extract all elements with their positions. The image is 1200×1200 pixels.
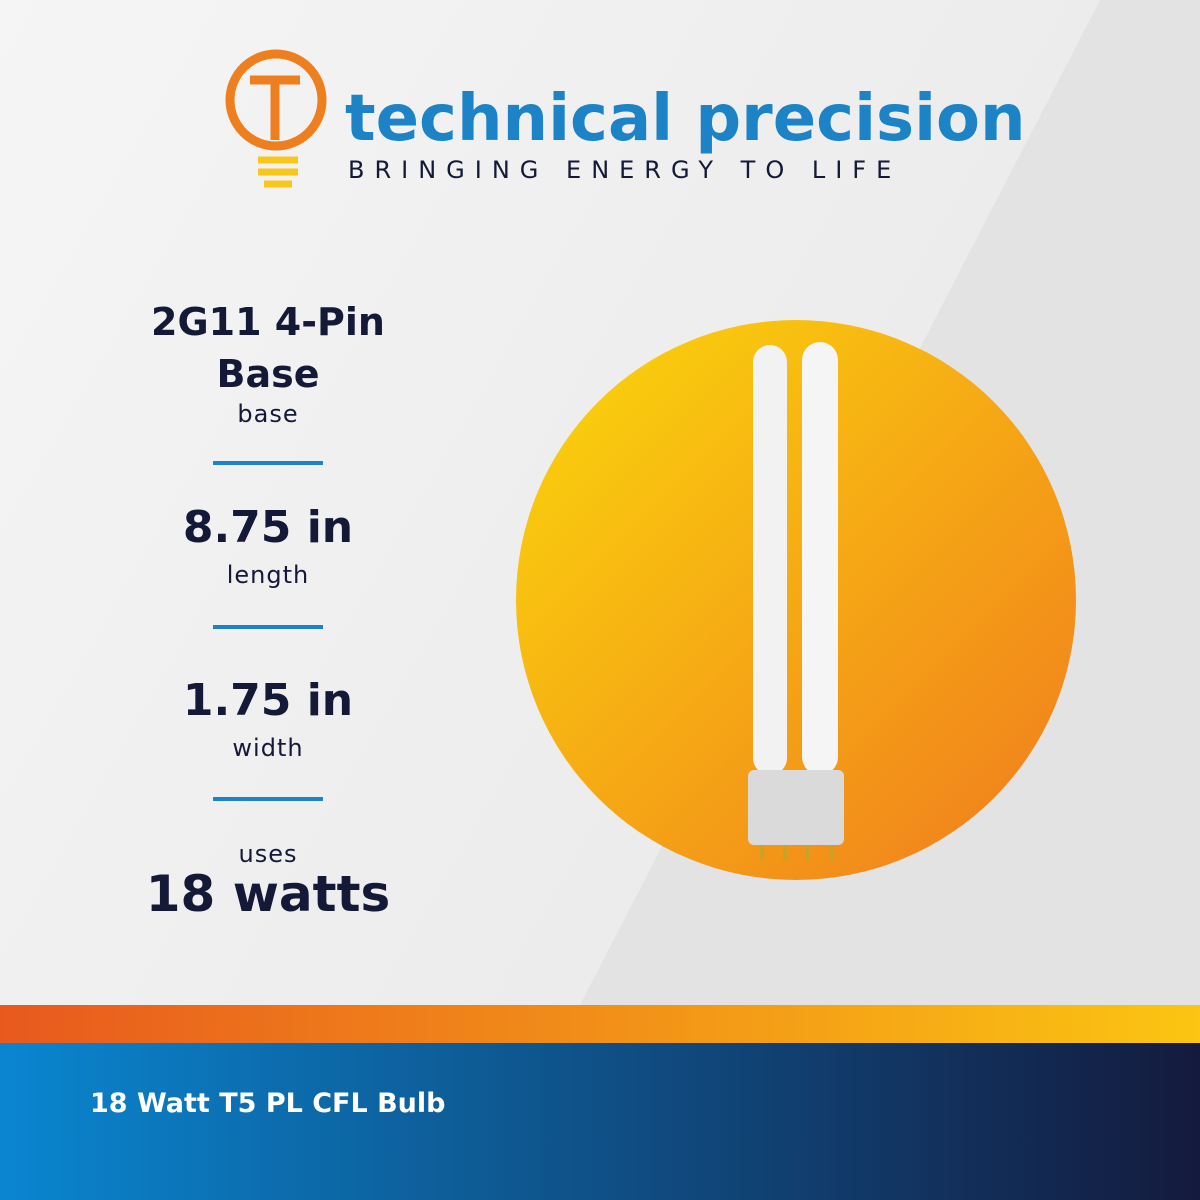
sun-circle (516, 320, 1076, 880)
tube (802, 342, 838, 775)
separator (213, 461, 323, 465)
spec-value: 2G11 4-Pin Base (151, 300, 385, 396)
spec-label: length (226, 561, 310, 589)
spec-value: 8.75 in (182, 502, 354, 553)
brand-name: technical precision (345, 82, 1026, 156)
separator (213, 797, 323, 801)
spec-value: 1.75 in (182, 675, 354, 726)
spec-label: base (237, 400, 299, 428)
bulb-base (748, 770, 844, 845)
tube (753, 345, 787, 775)
logo (225, 49, 327, 151)
footer-band (0, 1043, 1200, 1200)
spec-label: uses (238, 840, 298, 868)
separator (213, 625, 323, 629)
footer-title: 18 Watt T5 PL CFL Bulb (90, 1088, 446, 1119)
orange-band (0, 1005, 1200, 1043)
spec-value: 18 watts (145, 865, 391, 923)
spec-label: width (232, 734, 304, 762)
tagline: BRINGING ENERGY TO LIFE (348, 156, 902, 184)
pins (760, 845, 833, 860)
